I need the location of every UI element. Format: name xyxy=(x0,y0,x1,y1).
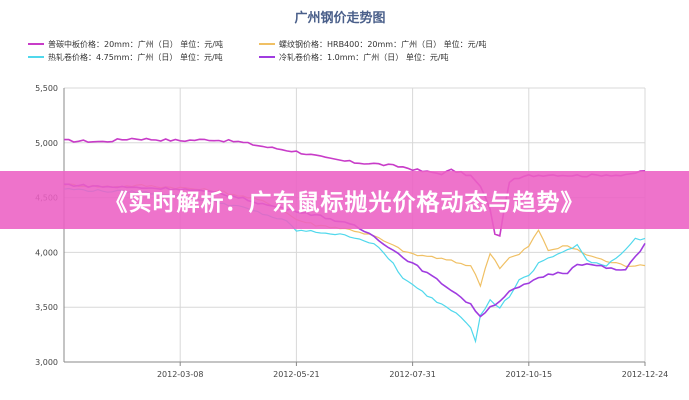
y-tick-label: 3,500 xyxy=(35,303,58,312)
x-tick-label: 2012-12-24 xyxy=(622,370,669,379)
legend: 普碳中板价格：20mm：广州（日） 单位：元/吨 螺纹钢价格：HRB400：20m… xyxy=(28,39,486,62)
x-tick-label: 2012-07-31 xyxy=(389,370,436,379)
axes: 3,0003,5004,0004,5005,0005,5002012-03-08… xyxy=(35,84,668,379)
chart-title: 广州钢价走势图 xyxy=(294,10,385,26)
y-tick-label: 3,000 xyxy=(35,358,58,367)
legend-label-1: 普碳中板价格：20mm：广州（日） 单位：元/吨 xyxy=(48,39,223,49)
headline-text: 《实时解析：广东鼠标抛光价格动态与趋势》 xyxy=(104,190,585,216)
legend-label-4: 冷轧卷价格：1.0mm：广州（日） 单位：元/吨 xyxy=(279,52,449,62)
legend-label-2: 螺纹钢价格：HRB400：20mm：广州（日） 单位：元/吨 xyxy=(279,39,486,49)
y-tick-label: 4,000 xyxy=(35,248,58,257)
x-tick-label: 2012-05-21 xyxy=(273,370,320,379)
legend-label-3: 热轧卷价格：4.75mm：广州（日） 单位：元/吨 xyxy=(48,52,223,62)
series-layer xyxy=(63,137,646,344)
headline-banner: 《实时解析：广东鼠标抛光价格动态与趋势》 xyxy=(0,171,689,229)
y-tick-label: 5,000 xyxy=(35,139,58,148)
x-tick-label: 2012-03-08 xyxy=(157,370,204,379)
x-tick-label: 2012-10-15 xyxy=(506,370,553,379)
y-tick-label: 5,500 xyxy=(35,84,58,93)
